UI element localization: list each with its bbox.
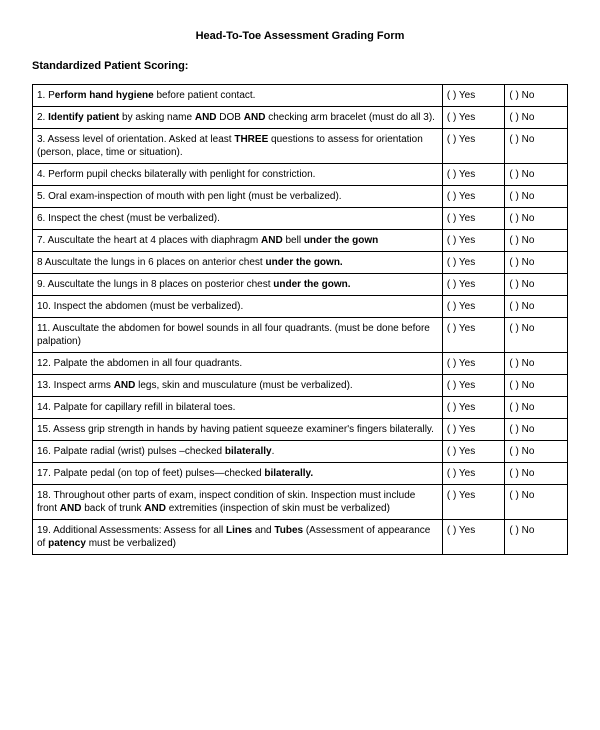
table-row: 14. Palpate for capillary refill in bila… [33,397,568,419]
row-description: 4. Perform pupil checks bilaterally with… [33,164,443,186]
table-row: 6. Inspect the chest (must be verbalized… [33,208,568,230]
table-row: 7. Auscultate the heart at 4 places with… [33,230,568,252]
yes-cell[interactable]: ( ) Yes [442,318,505,353]
section-subtitle: Standardized Patient Scoring: [32,60,568,72]
no-cell[interactable]: ( ) No [505,397,568,419]
table-row: 2. Identify patient by asking name AND D… [33,107,568,129]
row-description: 8 Auscultate the lungs in 6 places on an… [33,252,443,274]
row-description: 11. Auscultate the abdomen for bowel sou… [33,318,443,353]
yes-cell[interactable]: ( ) Yes [442,186,505,208]
yes-cell[interactable]: ( ) Yes [442,441,505,463]
row-description: 19. Additional Assessments: Assess for a… [33,520,443,555]
no-cell[interactable]: ( ) No [505,485,568,520]
table-row: 8 Auscultate the lungs in 6 places on an… [33,252,568,274]
row-description: 15. Assess grip strength in hands by hav… [33,419,443,441]
row-description: 13. Inspect arms AND legs, skin and musc… [33,375,443,397]
table-row: 4. Perform pupil checks bilaterally with… [33,164,568,186]
yes-cell[interactable]: ( ) Yes [442,485,505,520]
row-description: 10. Inspect the abdomen (must be verbali… [33,296,443,318]
no-cell[interactable]: ( ) No [505,375,568,397]
row-description: 18. Throughout other parts of exam, insp… [33,485,443,520]
table-row: 5. Oral exam-inspection of mouth with pe… [33,186,568,208]
no-cell[interactable]: ( ) No [505,353,568,375]
row-description: 17. Palpate pedal (on top of feet) pulse… [33,463,443,485]
yes-cell[interactable]: ( ) Yes [442,520,505,555]
table-row: 10. Inspect the abdomen (must be verbali… [33,296,568,318]
row-description: 14. Palpate for capillary refill in bila… [33,397,443,419]
yes-cell[interactable]: ( ) Yes [442,129,505,164]
grading-table: 1. Perform hand hygiene before patient c… [32,84,568,555]
row-description: 12. Palpate the abdomen in all four quad… [33,353,443,375]
no-cell[interactable]: ( ) No [505,252,568,274]
no-cell[interactable]: ( ) No [505,107,568,129]
no-cell[interactable]: ( ) No [505,520,568,555]
table-row: 9. Auscultate the lungs in 8 places on p… [33,274,568,296]
row-description: 3. Assess level of orientation. Asked at… [33,129,443,164]
table-row: 16. Palpate radial (wrist) pulses –check… [33,441,568,463]
yes-cell[interactable]: ( ) Yes [442,375,505,397]
row-description: 9. Auscultate the lungs in 8 places on p… [33,274,443,296]
table-row: 3. Assess level of orientation. Asked at… [33,129,568,164]
row-description: 5. Oral exam-inspection of mouth with pe… [33,186,443,208]
table-row: 1. Perform hand hygiene before patient c… [33,85,568,107]
yes-cell[interactable]: ( ) Yes [442,397,505,419]
row-description: 2. Identify patient by asking name AND D… [33,107,443,129]
no-cell[interactable]: ( ) No [505,463,568,485]
table-row: 19. Additional Assessments: Assess for a… [33,520,568,555]
no-cell[interactable]: ( ) No [505,441,568,463]
yes-cell[interactable]: ( ) Yes [442,164,505,186]
row-description: 7. Auscultate the heart at 4 places with… [33,230,443,252]
no-cell[interactable]: ( ) No [505,419,568,441]
table-row: 11. Auscultate the abdomen for bowel sou… [33,318,568,353]
no-cell[interactable]: ( ) No [505,129,568,164]
yes-cell[interactable]: ( ) Yes [442,208,505,230]
no-cell[interactable]: ( ) No [505,296,568,318]
yes-cell[interactable]: ( ) Yes [442,230,505,252]
table-row: 15. Assess grip strength in hands by hav… [33,419,568,441]
no-cell[interactable]: ( ) No [505,230,568,252]
yes-cell[interactable]: ( ) Yes [442,463,505,485]
yes-cell[interactable]: ( ) Yes [442,85,505,107]
row-description: 1. Perform hand hygiene before patient c… [33,85,443,107]
yes-cell[interactable]: ( ) Yes [442,353,505,375]
no-cell[interactable]: ( ) No [505,164,568,186]
yes-cell[interactable]: ( ) Yes [442,296,505,318]
table-row: 12. Palpate the abdomen in all four quad… [33,353,568,375]
no-cell[interactable]: ( ) No [505,85,568,107]
no-cell[interactable]: ( ) No [505,186,568,208]
yes-cell[interactable]: ( ) Yes [442,107,505,129]
no-cell[interactable]: ( ) No [505,208,568,230]
table-row: 13. Inspect arms AND legs, skin and musc… [33,375,568,397]
no-cell[interactable]: ( ) No [505,318,568,353]
yes-cell[interactable]: ( ) Yes [442,274,505,296]
table-row: 18. Throughout other parts of exam, insp… [33,485,568,520]
row-description: 6. Inspect the chest (must be verbalized… [33,208,443,230]
row-description: 16. Palpate radial (wrist) pulses –check… [33,441,443,463]
page-title: Head-To-Toe Assessment Grading Form [32,30,568,42]
yes-cell[interactable]: ( ) Yes [442,419,505,441]
no-cell[interactable]: ( ) No [505,274,568,296]
table-row: 17. Palpate pedal (on top of feet) pulse… [33,463,568,485]
yes-cell[interactable]: ( ) Yes [442,252,505,274]
